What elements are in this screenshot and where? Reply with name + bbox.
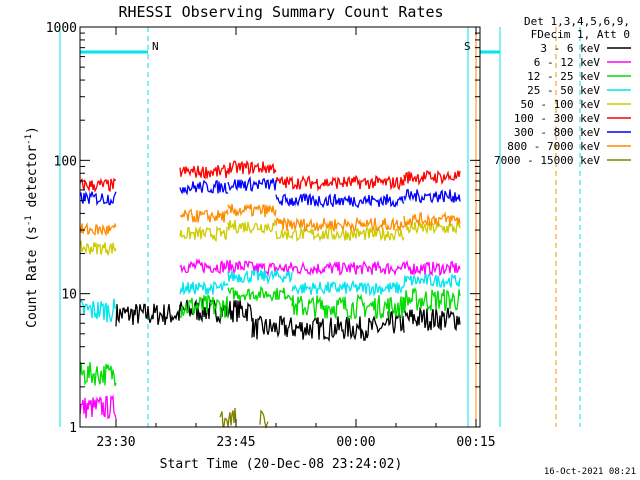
series-100-300-kev-segment-1 [179, 163, 229, 180]
series-12-25-kev-segment-4 [403, 287, 461, 312]
series-800-7000-kev-segment-2 [227, 203, 277, 218]
series-300-800-kev-segment-3 [275, 192, 405, 209]
y-tick-label-2: 100 [54, 154, 77, 169]
series-6-12-kev-segment-2 [251, 259, 461, 277]
series-800-7000-kev-segment-1 [179, 208, 229, 223]
series-6-12-kev-segment-0 [79, 394, 117, 420]
series-100-300-kev-segment-3 [275, 174, 405, 192]
series-100-300-kev-segment-0 [79, 177, 116, 193]
plot-frame [79, 26, 481, 428]
x-tick-label-1: 23:45 [216, 435, 255, 450]
axes: 23:30 23:45 00:00 00:15 1 10 100 1000 [46, 21, 496, 450]
series-300-800-kev-segment-2 [227, 176, 277, 193]
footer-date: 16-Oct-2021 08:21 [544, 467, 636, 477]
series-25-50-kev-segment-0 [79, 298, 117, 323]
y-tick-label-0: 1 [69, 421, 77, 436]
legend-header-line-1: Det 1,3,4,5,6,9, [524, 15, 630, 28]
y-axis-label-close: ) [25, 126, 40, 134]
legend-label-6-12-kev: 6 - 12 keV [534, 56, 601, 69]
series-12-25-kev-segment-0 [79, 361, 117, 387]
series-300-800-kev-segment-4 [403, 188, 461, 204]
legend-header-line-2: FDecim 1, Att 0 [531, 28, 630, 41]
series-300-800-kev-segment-1 [179, 179, 229, 196]
legend-label-7000-15000-kev: 7000 - 15000 keV [494, 154, 600, 167]
series-7000-15000-kev-segment-1 [259, 409, 269, 430]
series-3-6-kev-segment-0 [115, 303, 181, 327]
legend: Det 1,3,4,5,6,9, FDecim 1, Att 0 3 - 6 k… [494, 15, 631, 167]
series-50-100-kev-segment-0 [79, 240, 117, 257]
series-25-50-kev-segment-1 [179, 279, 229, 296]
series-100-300-kev-segment-4 [403, 169, 461, 187]
y-axis-label-sup-2: -1 [24, 134, 34, 145]
series-50-100-kev-segment-1 [179, 225, 229, 242]
legend-label-12-25-kev: 12 - 25 keV [527, 70, 600, 83]
series-800-7000-kev-segment-0 [79, 222, 117, 237]
series-800-7000-kev-segment-4 [403, 211, 461, 228]
legend-label-25-50-kev: 25 - 50 keV [527, 84, 600, 97]
flag-label-n: N [152, 40, 159, 53]
flag-label-s: S [464, 40, 471, 53]
legend-label-50-100-kev: 50 - 100 keV [521, 98, 601, 111]
y-axis-label-main: Count Rate (s [25, 226, 40, 328]
series-25-50-kev-segment-4 [403, 273, 461, 288]
legend-label-3-6-kev: 3 - 6 keV [540, 42, 600, 55]
legend-label-300-800-kev: 300 - 800 keV [514, 126, 600, 139]
x-tick-label-2: 00:00 [336, 435, 375, 450]
series-800-7000-kev-segment-3 [275, 216, 405, 233]
series-3-6-kev-segment-4 [403, 306, 461, 332]
y-tick-label-3: 1000 [46, 21, 77, 36]
y-tick-label-1: 10 [61, 288, 77, 303]
x-axis-label: Start Time (20-Dec-08 23:24:02) [160, 457, 403, 472]
legend-label-100-300-kev: 100 - 300 keV [514, 112, 600, 125]
legend-label-800-7000-kev: 800 - 7000 keV [507, 140, 600, 153]
series-50-100-kev-segment-3 [275, 225, 405, 242]
series-7000-15000-kev-segment-0 [219, 408, 237, 428]
series-100-300-kev-segment-2 [227, 159, 277, 176]
x-tick-label-0: 23:30 [96, 435, 135, 450]
series-12-25-kev-segment-3 [291, 293, 405, 321]
y-axis-label-tail: detector [25, 145, 40, 216]
series-25-50-kev-segment-3 [291, 279, 405, 297]
y-axis-label-sup: -1 [24, 215, 34, 226]
series-50-100-kev-segment-2 [227, 218, 277, 235]
series-3-6-kev-segment-2 [251, 315, 389, 343]
series-6-12-kev-segment-1 [179, 257, 253, 275]
series-25-50-kev-segment-2 [227, 269, 293, 285]
chart-title: RHESSI Observing Summary Count Rates [118, 3, 443, 21]
series-12-25-kev-segment-1 [179, 294, 229, 319]
y-axis-label: Count Rate (s-1 detector-1) [24, 126, 40, 328]
series-12-25-kev-segment-2 [227, 285, 293, 303]
series-300-800-kev-segment-0 [79, 190, 117, 207]
x-tick-label-3: 00:15 [456, 435, 495, 450]
